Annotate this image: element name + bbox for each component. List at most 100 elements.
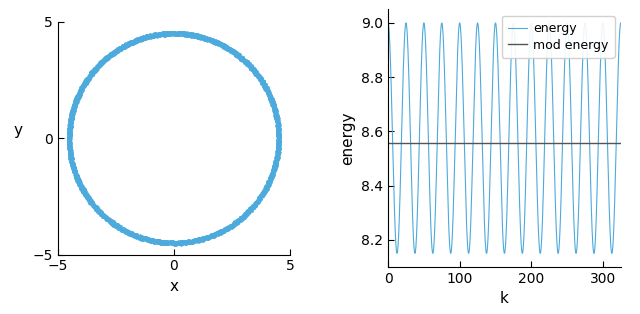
Point (272, 108, 282, 113)
Point (270, 113, 280, 118)
Point (264, 89, 275, 94)
Point (166, 240, 177, 245)
Point (65, 153, 75, 158)
Point (74, 91, 84, 96)
Point (92, 65, 102, 70)
Point (269, 161, 280, 166)
Point (185, 238, 195, 243)
Point (189, 31, 200, 36)
Point (257, 190, 268, 195)
Point (135, 234, 145, 239)
Point (259, 191, 269, 196)
Point (273, 128, 283, 133)
Point (213, 231, 223, 236)
Point (266, 95, 276, 100)
Point (259, 192, 269, 197)
Point (193, 236, 203, 241)
Point (113, 224, 123, 229)
Point (105, 51, 115, 57)
Point (268, 101, 278, 106)
Point (93, 210, 104, 215)
Point (234, 219, 244, 224)
Point (113, 47, 123, 52)
Point (65, 152, 75, 157)
Point (78, 187, 88, 192)
Point (107, 53, 117, 58)
Point (212, 231, 223, 236)
Point (216, 230, 226, 235)
Point (272, 129, 282, 134)
Point (216, 42, 227, 47)
Point (271, 126, 282, 131)
Point (66, 119, 76, 124)
Point (64, 129, 74, 134)
Point (68, 163, 78, 168)
Point (68, 107, 78, 112)
Point (89, 204, 99, 209)
Point (216, 227, 226, 232)
Point (134, 233, 145, 238)
Point (134, 236, 144, 241)
Point (196, 238, 207, 243)
Point (130, 39, 140, 44)
Point (211, 230, 221, 235)
Point (120, 227, 130, 232)
Point (266, 178, 276, 183)
Point (148, 35, 159, 40)
Point (212, 42, 222, 47)
Point (225, 46, 235, 51)
Point (270, 107, 280, 112)
Point (246, 204, 257, 209)
Point (81, 195, 92, 200)
Point (192, 33, 202, 38)
Point (262, 185, 273, 190)
Point (166, 30, 177, 35)
Point (67, 162, 77, 167)
Point (170, 31, 180, 36)
Point (67, 166, 77, 171)
Point (225, 48, 235, 53)
Point (141, 36, 151, 41)
Point (268, 171, 278, 176)
Point (86, 200, 97, 205)
Point (170, 240, 180, 245)
Point (109, 220, 120, 225)
Point (156, 32, 166, 37)
Point (179, 30, 189, 35)
Point (275, 138, 285, 143)
Point (224, 223, 234, 228)
Point (230, 53, 241, 58)
Point (236, 217, 246, 222)
Point (192, 238, 202, 243)
Point (93, 62, 103, 67)
Point (183, 31, 193, 36)
Point (65, 144, 75, 149)
Point (156, 32, 166, 37)
Point (211, 39, 221, 44)
Point (88, 70, 99, 75)
Point (79, 185, 89, 190)
Point (83, 196, 93, 201)
Point (151, 238, 161, 243)
Point (178, 31, 188, 36)
Point (109, 51, 120, 56)
Point (67, 161, 77, 166)
Point (125, 39, 135, 44)
Point (72, 92, 83, 97)
Point (66, 112, 76, 117)
Point (168, 30, 179, 35)
Point (190, 33, 200, 38)
Point (82, 192, 92, 198)
Point (81, 80, 92, 85)
Point (77, 183, 87, 188)
Point (65, 113, 76, 118)
Point (253, 77, 264, 82)
Point (81, 190, 92, 195)
Point (209, 233, 220, 238)
Point (104, 54, 114, 59)
Point (120, 41, 131, 46)
Point (67, 148, 77, 153)
Point (153, 240, 163, 245)
Point (260, 186, 271, 191)
Point (89, 201, 99, 206)
